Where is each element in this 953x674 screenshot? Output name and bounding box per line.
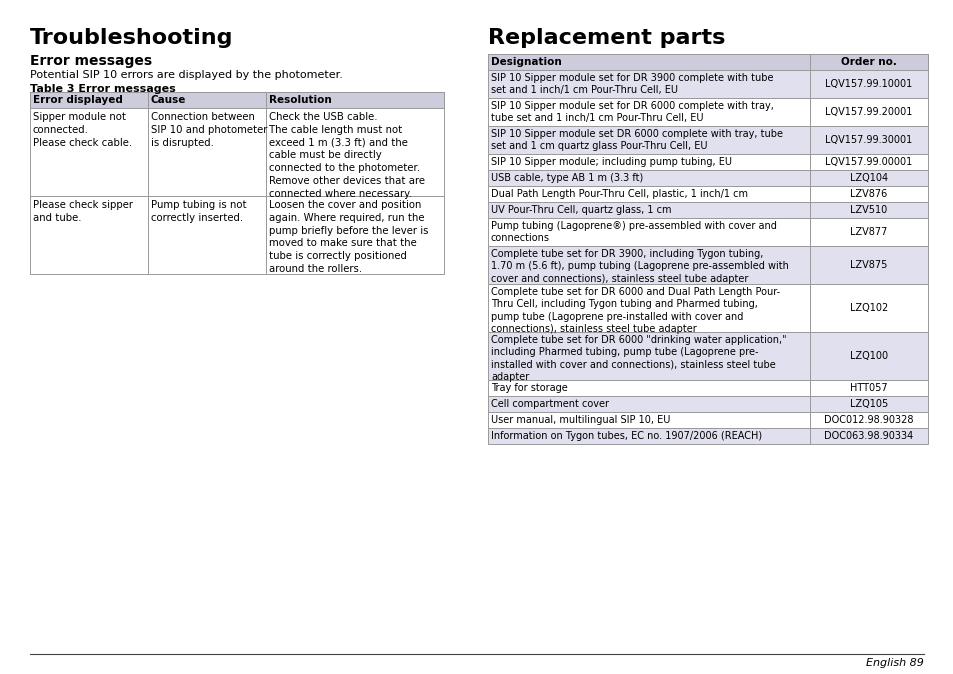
Text: Information on Tygon tubes, EC no. 1907/2006 (REACH): Information on Tygon tubes, EC no. 1907/… bbox=[491, 431, 761, 441]
Bar bbox=[30, 108, 148, 196]
Bar bbox=[809, 284, 927, 332]
Text: User manual, multilingual SIP 10, EU: User manual, multilingual SIP 10, EU bbox=[491, 415, 670, 425]
Text: LZQ100: LZQ100 bbox=[849, 351, 887, 361]
Text: LQV157.99.20001: LQV157.99.20001 bbox=[824, 107, 912, 117]
Text: Check the USB cable.
The cable length must not
exceed 1 m (3.3 ft) and the
cable: Check the USB cable. The cable length mu… bbox=[269, 112, 424, 199]
Bar bbox=[488, 98, 809, 126]
Text: Resolution: Resolution bbox=[269, 95, 332, 105]
Text: SIP 10 Sipper module set for DR 6000 complete with tray,
tube set and 1 inch/1 c: SIP 10 Sipper module set for DR 6000 com… bbox=[491, 101, 773, 123]
Text: Designation: Designation bbox=[491, 57, 561, 67]
Text: Sipper module not
connected.
Please check cable.: Sipper module not connected. Please chec… bbox=[33, 112, 132, 148]
Bar bbox=[266, 196, 443, 274]
Text: DOC063.98.90334: DOC063.98.90334 bbox=[823, 431, 913, 441]
Bar bbox=[809, 170, 927, 186]
Bar bbox=[809, 380, 927, 396]
Bar bbox=[148, 108, 266, 196]
Text: Table 3 Error messages: Table 3 Error messages bbox=[30, 84, 175, 94]
Text: LZQ105: LZQ105 bbox=[849, 399, 887, 409]
Text: LQV157.99.00001: LQV157.99.00001 bbox=[824, 157, 912, 167]
Text: UV Pour-Thru Cell, quartz glass, 1 cm: UV Pour-Thru Cell, quartz glass, 1 cm bbox=[491, 205, 671, 215]
Text: Loosen the cover and position
again. Where required, run the
pump briefly before: Loosen the cover and position again. Whe… bbox=[269, 200, 428, 274]
Bar bbox=[809, 332, 927, 380]
Text: Connection between
SIP 10 and photometer
is disrupted.: Connection between SIP 10 and photometer… bbox=[151, 112, 267, 148]
Text: SIP 10 Sipper module; including pump tubing, EU: SIP 10 Sipper module; including pump tub… bbox=[491, 157, 731, 167]
Bar bbox=[488, 284, 809, 332]
Text: LZV875: LZV875 bbox=[849, 260, 886, 270]
Text: Dual Path Length Pour-Thru Cell, plastic, 1 inch/1 cm: Dual Path Length Pour-Thru Cell, plastic… bbox=[491, 189, 747, 199]
Bar bbox=[809, 218, 927, 246]
Bar bbox=[30, 196, 148, 274]
Text: LQV157.99.30001: LQV157.99.30001 bbox=[824, 135, 912, 145]
Bar bbox=[148, 196, 266, 274]
Text: Complete tube set for DR 3900, including Tygon tubing,
1.70 m (5.6 ft), pump tub: Complete tube set for DR 3900, including… bbox=[491, 249, 788, 284]
Bar bbox=[809, 428, 927, 444]
Bar bbox=[30, 92, 148, 108]
Text: USB cable, type AB 1 m (3.3 ft): USB cable, type AB 1 m (3.3 ft) bbox=[491, 173, 642, 183]
Text: Error messages: Error messages bbox=[30, 54, 152, 68]
Text: LZV510: LZV510 bbox=[849, 205, 886, 215]
Bar bbox=[809, 186, 927, 202]
Text: LZV876: LZV876 bbox=[849, 189, 886, 199]
Bar bbox=[809, 154, 927, 170]
Bar bbox=[488, 126, 809, 154]
Text: Potential SIP 10 errors are displayed by the photometer.: Potential SIP 10 errors are displayed by… bbox=[30, 70, 342, 80]
Bar bbox=[266, 108, 443, 196]
Text: SIP 10 Sipper module set DR 6000 complete with tray, tube
set and 1 cm quartz gl: SIP 10 Sipper module set DR 6000 complet… bbox=[491, 129, 782, 152]
Text: Pump tubing (Lagoprene®) pre-assembled with cover and
connections: Pump tubing (Lagoprene®) pre-assembled w… bbox=[491, 221, 776, 243]
Text: Tray for storage: Tray for storage bbox=[491, 383, 567, 393]
Bar bbox=[809, 126, 927, 154]
Bar bbox=[809, 54, 927, 70]
Bar bbox=[488, 170, 809, 186]
Text: DOC012.98.90328: DOC012.98.90328 bbox=[823, 415, 913, 425]
Bar bbox=[266, 92, 443, 108]
Bar bbox=[488, 70, 809, 98]
Text: Replacement parts: Replacement parts bbox=[488, 28, 724, 48]
Bar bbox=[488, 246, 809, 284]
Text: Order no.: Order no. bbox=[841, 57, 896, 67]
Bar bbox=[488, 380, 809, 396]
Bar bbox=[809, 98, 927, 126]
Bar bbox=[488, 54, 927, 70]
Bar bbox=[488, 428, 809, 444]
Text: LZQ104: LZQ104 bbox=[849, 173, 887, 183]
Bar bbox=[488, 202, 809, 218]
Text: Pump tubing is not
correctly inserted.: Pump tubing is not correctly inserted. bbox=[151, 200, 247, 223]
Bar bbox=[488, 54, 809, 70]
Bar bbox=[30, 92, 443, 108]
Bar bbox=[488, 154, 809, 170]
Text: Troubleshooting: Troubleshooting bbox=[30, 28, 233, 48]
Bar bbox=[488, 218, 809, 246]
Bar bbox=[488, 332, 809, 380]
Text: HTT057: HTT057 bbox=[849, 383, 887, 393]
Text: Please check sipper
and tube.: Please check sipper and tube. bbox=[33, 200, 132, 223]
Text: SIP 10 Sipper module set for DR 3900 complete with tube
set and 1 inch/1 cm Pour: SIP 10 Sipper module set for DR 3900 com… bbox=[491, 73, 773, 96]
Text: Error displayed: Error displayed bbox=[33, 95, 123, 105]
Text: Complete tube set for DR 6000 and Dual Path Length Pour-
Thru Cell, including Ty: Complete tube set for DR 6000 and Dual P… bbox=[491, 287, 780, 334]
Text: LZV877: LZV877 bbox=[849, 227, 886, 237]
Bar bbox=[488, 396, 809, 412]
Bar bbox=[809, 412, 927, 428]
Text: LQV157.99.10001: LQV157.99.10001 bbox=[824, 79, 912, 89]
Bar bbox=[809, 70, 927, 98]
Bar bbox=[148, 92, 266, 108]
Text: LZQ102: LZQ102 bbox=[849, 303, 887, 313]
Bar bbox=[809, 246, 927, 284]
Bar bbox=[488, 412, 809, 428]
Text: Cause: Cause bbox=[151, 95, 186, 105]
Bar bbox=[488, 186, 809, 202]
Text: Cell compartment cover: Cell compartment cover bbox=[491, 399, 608, 409]
Text: Complete tube set for DR 6000 "drinking water application,"
including Pharmed tu: Complete tube set for DR 6000 "drinking … bbox=[491, 335, 786, 382]
Text: English 89: English 89 bbox=[865, 658, 923, 668]
Bar bbox=[809, 202, 927, 218]
Bar bbox=[809, 396, 927, 412]
